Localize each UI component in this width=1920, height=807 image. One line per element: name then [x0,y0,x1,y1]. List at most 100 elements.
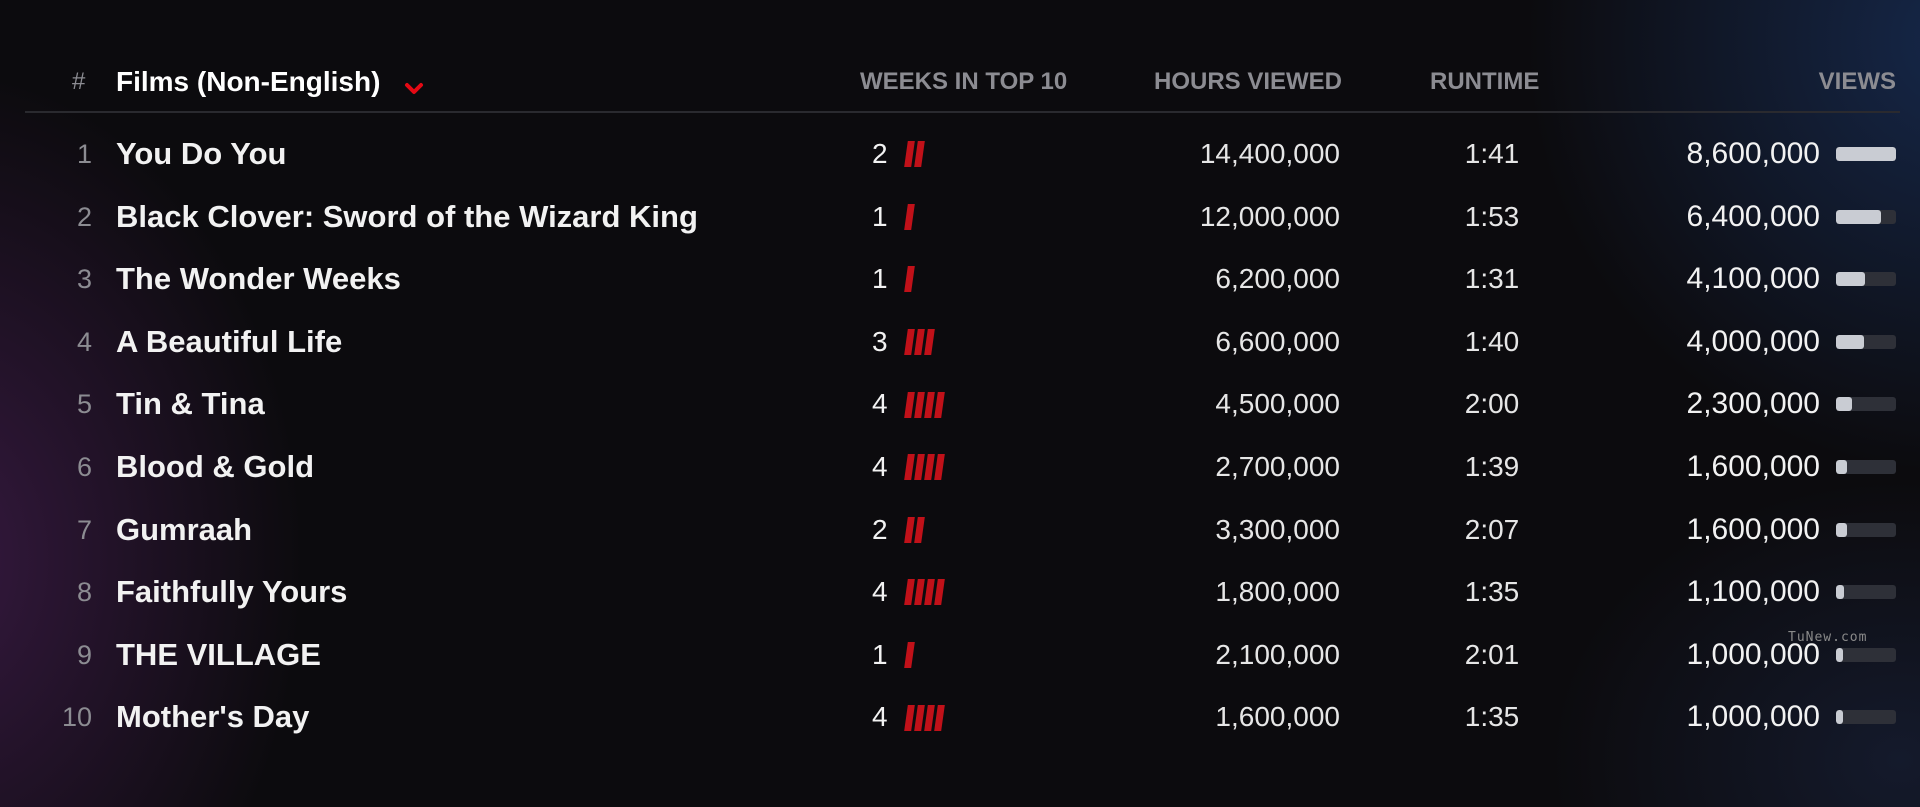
table-row[interactable]: 9 THE VILLAGE 1 2,100,000 2:01 1,000,000 [0,624,1920,687]
category-dropdown[interactable]: Films (Non-English) [116,66,424,98]
table-row[interactable]: 10 Mother's Day 4 1,600,000 1:35 1,000,000 [0,686,1920,749]
weeks-bars [904,203,916,230]
week-bar-mark [904,391,915,418]
rank-column-header: # [72,68,86,95]
weeks-bars [904,579,946,606]
hours-viewed: 6,600,000 [1215,325,1340,357]
table-row[interactable]: 7 Gumraah 2 3,300,000 2:07 1,600,000 [0,499,1920,562]
table-row[interactable]: 2 Black Clover: Sword of the Wizard King 1… [0,186,1920,249]
weeks-count: 2 [872,513,888,545]
week-bar-mark [914,329,925,356]
rank-number: 10 [61,702,92,733]
week-bar-mark [904,203,915,230]
title-link[interactable]: Black Clover: Sword of the Wizard King [116,198,698,234]
week-bar-mark [904,579,915,606]
runtime: 1:53 [1464,200,1520,232]
weeks-bars [904,266,916,293]
weeks-in-top10: 4 [872,561,946,624]
week-bar-mark [904,516,915,543]
views-bar-fill [1836,397,1853,412]
runtime: 1:39 [1464,450,1520,482]
rank-number: 8 [76,577,92,608]
hours-viewed: 6,200,000 [1215,263,1340,295]
weeks-in-top10: 2 [872,123,926,186]
hours-viewed: 12,000,000 [1199,200,1340,232]
views-bar-fill [1836,147,1896,161]
views-bar [1836,334,1896,349]
views-count: 1,600,000 [1686,512,1820,546]
weeks-in-top10: 1 [872,186,916,249]
table-row[interactable]: 4 A Beautiful Life 3 6,600,000 1:40 4,000,000 [0,311,1920,374]
week-bar-mark [904,454,915,481]
rank-number: 1 [76,139,92,169]
title-link[interactable]: Mother's Day [116,699,310,735]
table-row[interactable]: 6 Blood & Gold 4 2,700,000 1:39 1,600,000 [0,436,1920,499]
table-row[interactable]: 8 Faithfully Yours 4 1,800,000 1:35 1,100,000 [0,561,1920,624]
views-count: 1,100,000 [1686,575,1820,609]
views-bar-fill [1836,272,1865,287]
week-bar-mark [934,579,945,606]
runtime: 2:07 [1464,513,1520,545]
title-link[interactable]: The Wonder Weeks [116,261,401,297]
week-bar-mark [904,266,915,293]
views-bar-fill [1836,710,1843,725]
views-bar [1836,710,1896,725]
title-link[interactable]: Faithfully Yours [116,574,348,610]
chevron-down-icon[interactable] [404,72,424,94]
hours-viewed: 2,100,000 [1215,638,1340,670]
title-link[interactable]: Gumraah [116,511,253,547]
weeks-count: 1 [872,263,888,295]
weeks-count: 1 [872,200,888,232]
views-count: 1,000,000 [1686,700,1820,734]
weeks-bars [904,516,926,543]
rank-number: 5 [76,389,92,420]
table-row[interactable]: 1 You Do You 2 14,400,000 1:41 8,600,000 [0,123,1920,186]
views-count: 1,600,000 [1686,449,1820,483]
runtime: 1:35 [1464,576,1520,608]
weeks-bars [904,704,946,731]
rank-number: 4 [76,326,92,357]
header-divider [25,111,1900,113]
weeks-bars [904,391,946,418]
runtime: 1:35 [1464,701,1520,733]
title-link[interactable]: Tin & Tina [116,386,265,422]
weeks-count: 4 [872,388,888,420]
views-bar [1836,209,1896,224]
hours-column-header: HOURS VIEWED [1154,68,1343,95]
weeks-in-top10: 4 [872,686,946,749]
week-bar-mark [934,391,945,418]
views-bar [1836,459,1896,474]
rank-number: 7 [76,514,92,545]
views-column-header: VIEWS [1818,68,1896,95]
week-bar-mark [904,141,915,168]
views-count: 4,100,000 [1686,262,1820,296]
week-bar-mark [914,391,925,418]
table-row[interactable]: 3 The Wonder Weeks 1 6,200,000 1:31 4,100,000 [0,248,1920,311]
week-bar-mark [904,704,915,731]
weeks-in-top10: 1 [872,624,916,687]
runtime: 2:00 [1464,388,1520,420]
views-bar [1836,522,1896,537]
title-link[interactable]: THE VILLAGE [116,636,321,672]
title-link[interactable]: You Do You [116,136,287,171]
category-dropdown-label: Films (Non-English) [116,66,381,97]
hours-viewed: 1,800,000 [1215,576,1340,608]
weeks-count: 1 [872,638,888,670]
weeks-bars [904,454,946,481]
views-count: 4,000,000 [1686,324,1820,358]
table-header: # Films (Non-English) WEEKS IN TOP 10 HO… [0,0,1920,113]
title-link[interactable]: Blood & Gold [116,448,315,484]
views-bar [1836,147,1896,161]
views-bar-fill [1836,209,1881,224]
weeks-in-top10: 3 [872,311,936,374]
runtime: 1:41 [1464,138,1520,169]
rank-number: 2 [76,201,92,232]
weeks-column-header: WEEKS IN TOP 10 [860,68,1068,95]
weeks-bars [904,141,926,168]
rank-number: 6 [76,451,92,482]
week-bar-mark [914,141,925,168]
title-link[interactable]: A Beautiful Life [116,323,343,359]
hours-viewed: 3,300,000 [1215,513,1340,545]
views-count: 6,400,000 [1686,199,1820,233]
table-row[interactable]: 5 Tin & Tina 4 4,500,000 2:00 2,300,000 [0,373,1920,436]
